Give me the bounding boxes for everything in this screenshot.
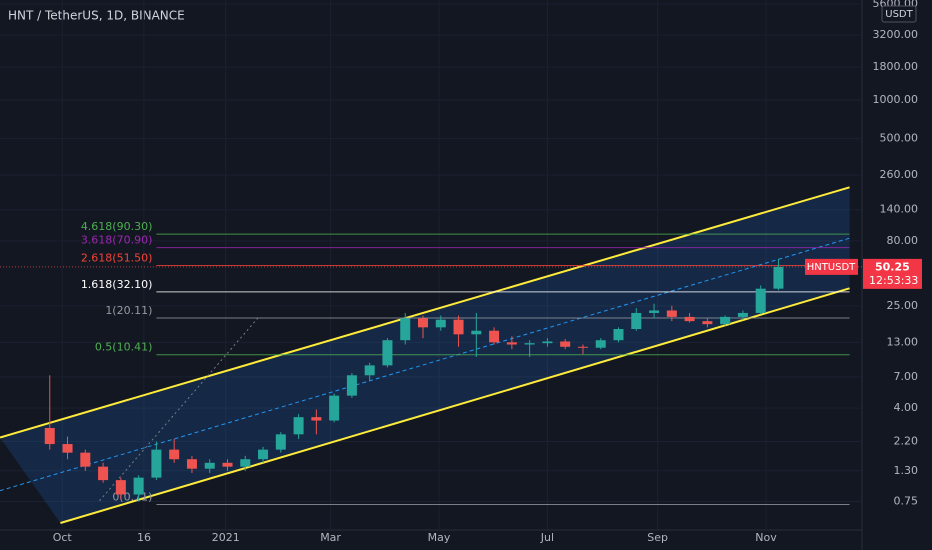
candle-body [169,449,180,460]
candle-body [80,452,91,467]
candle-body [275,434,286,450]
channel-line [60,287,850,524]
candle-body [418,318,429,328]
fib-label: 2.618(51.50) [81,251,153,264]
chart-title: HNT / TetherUS, 1D, BINANCE [8,9,185,23]
x-tick-label: Sep [647,531,668,544]
candle-body [737,312,748,317]
fib-label: 1.618(32.10) [81,278,153,291]
countdown-label: 12:53:33 [869,274,918,287]
y-tick-label: 5600.00 [873,0,919,10]
candle-body [773,266,784,289]
candle-body [222,462,233,467]
candle-body [471,330,482,335]
y-tick-label: 4.00 [894,401,919,414]
candle-body [400,318,411,341]
trend-line [99,317,259,502]
candle-body [382,340,393,366]
y-tick-label: 1800.00 [873,60,919,73]
fib-label: 1(20.11) [105,304,152,317]
candle-body [311,417,322,421]
candle-body [524,343,535,345]
candle-body [98,466,109,481]
candle-body [649,310,660,313]
price-label: 50.25 [875,260,910,273]
y-tick-label: 500.00 [880,132,919,145]
candle-body [720,316,731,325]
x-tick-label: 16 [137,531,151,544]
candle-body [684,316,695,322]
candle-body [702,321,713,325]
candle-body [346,375,357,396]
y-tick-label: 3200.00 [873,28,919,41]
candle-body [115,480,126,495]
symbol-label: HNTUSDT [807,262,856,273]
candle-body [435,319,446,328]
x-tick-label: 2021 [212,531,240,544]
price-box [863,258,922,289]
x-tick-label: Nov [755,531,777,544]
candle-body [186,459,197,469]
y-tick-label: 1000.00 [873,93,919,106]
channel-line [0,186,850,439]
candle-body [755,288,766,313]
y-tick-label: 0.75 [894,494,919,507]
y-tick-label: 25.00 [887,299,919,312]
candle-body [577,346,588,348]
candle-body [133,477,144,495]
candle-body [631,312,642,330]
candle-body [364,365,375,376]
y-tick-label: 260.00 [880,168,919,181]
x-tick-label: May [428,531,451,544]
candle-body [62,444,73,453]
candle-body [151,449,162,478]
fib-label: 3.618(70.90) [81,234,153,247]
x-tick-label: Oct [53,531,73,544]
candle-body [329,395,340,421]
candle-body [506,342,517,345]
x-tick-label: Mar [320,531,341,544]
y-tick-label: 13.00 [887,335,919,348]
y-tick-label: 2.20 [894,434,919,447]
x-tick-label: Jul [540,531,554,544]
candle-body [293,417,304,435]
candle-body [542,341,553,344]
fib-label: 4.618(90.30) [81,220,153,233]
candle-body [595,340,606,348]
candle-body [44,427,55,445]
unit-label: USDT [885,9,913,20]
unit-box [881,5,917,23]
y-tick-label: 80.00 [887,234,919,247]
candle-body [453,319,464,335]
fib-label: 0.5(10.41) [95,341,153,354]
y-tick-label: 140.00 [880,203,919,216]
symbol-box [805,258,858,275]
candle-body [240,459,251,467]
candle-body [560,341,571,347]
y-tick-label: 1.30 [894,464,919,477]
candle-body [613,329,624,341]
candle-body [258,449,269,460]
y-tick-label: 7.00 [894,370,919,383]
candle-body [204,462,215,469]
channel-midline [0,237,850,492]
candle-body [666,310,677,317]
candle-body [489,330,500,343]
